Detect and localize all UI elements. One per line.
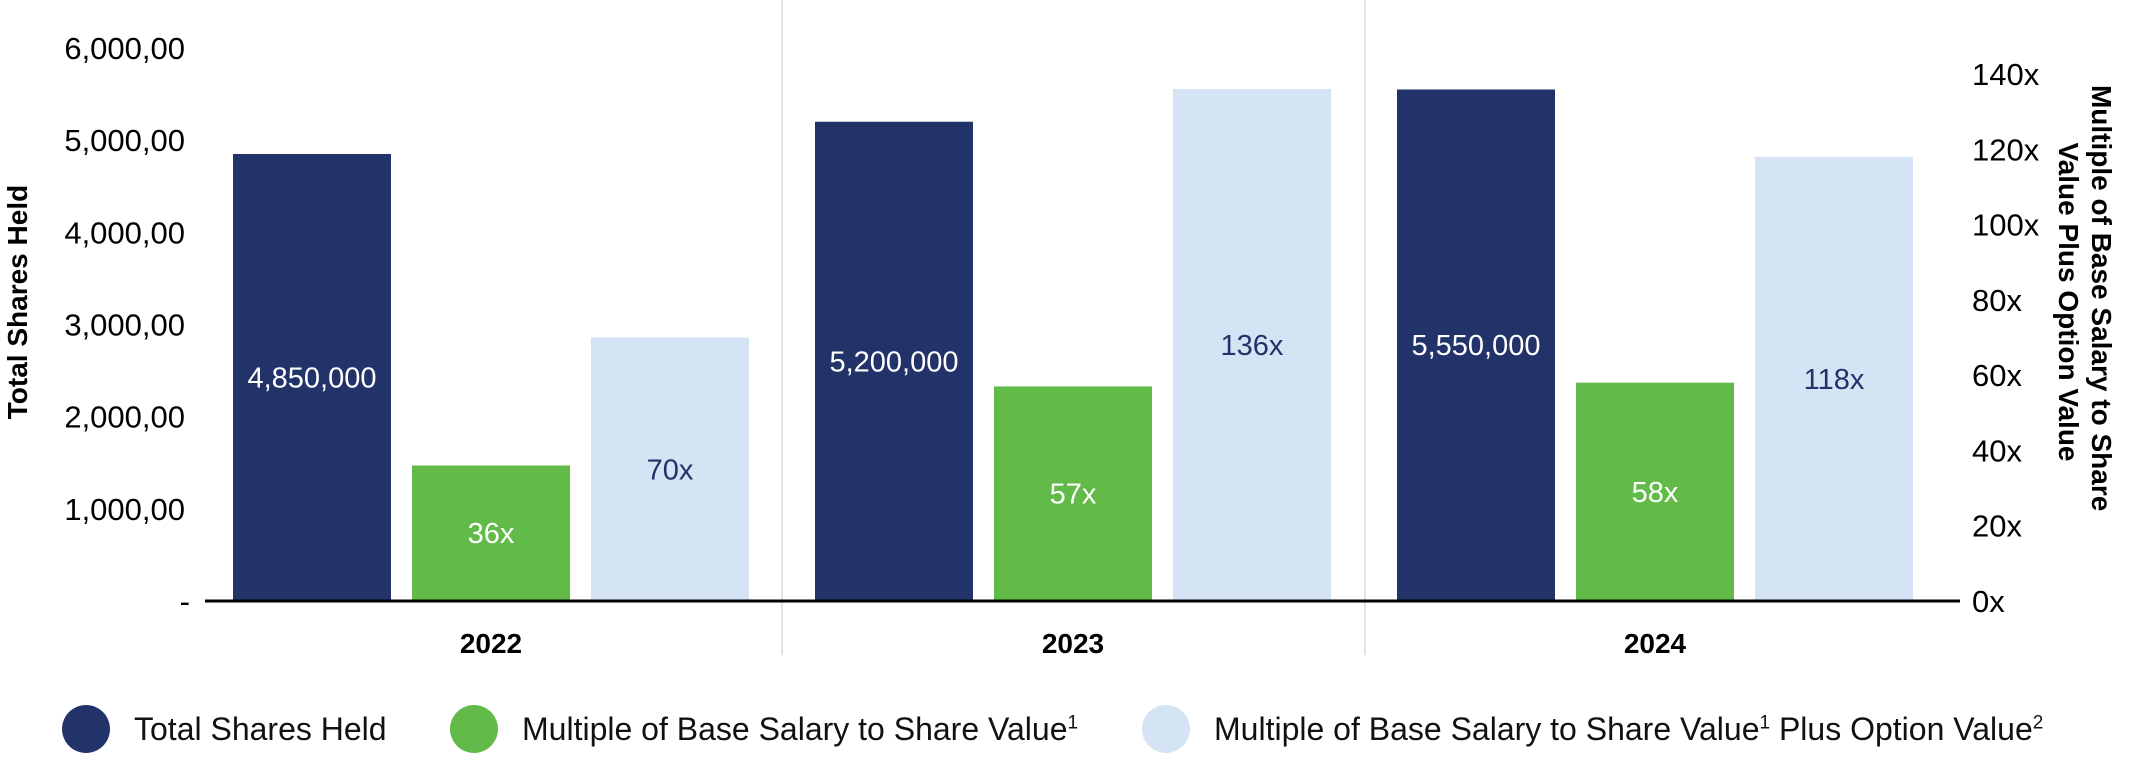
category-label-2022: 2022 bbox=[460, 628, 522, 659]
left-tick-label: - bbox=[180, 584, 190, 619]
x-axis-category-labels: 2022 2023 2024 bbox=[460, 628, 1687, 659]
group-dividers bbox=[781, 0, 1366, 655]
bar-labels: 4,850,000 36x 70x 5,200,000 57x 136x 5,550,000… bbox=[247, 330, 1864, 550]
data-label-2024-series-1: 5,550,000 bbox=[1411, 330, 1540, 362]
category-label-2023: 2023 bbox=[1042, 628, 1104, 659]
bar-2023-series-3 bbox=[1173, 89, 1331, 602]
legend-text-plus-option: Plus Option Value bbox=[1770, 710, 2033, 747]
legend-item-total-shares: Total Shares Held bbox=[62, 700, 387, 758]
bar-2023-series-1 bbox=[815, 121, 973, 601]
right-axis-title-line-1: Multiple of Base Salary to Share bbox=[2086, 85, 2117, 511]
bar-2024-series-1 bbox=[1397, 89, 1555, 601]
data-label-2024-series-2: 58x bbox=[1632, 477, 1679, 509]
legend-text-share-value-multiple: Multiple of Base Salary to Share Value bbox=[522, 710, 1068, 747]
left-tick-label: 1,000,00 bbox=[64, 492, 185, 527]
left-axis-title: Total Shares Held bbox=[2, 185, 33, 419]
left-tick-label: 6,000,00 bbox=[64, 31, 185, 66]
right-tick-label: 140x bbox=[1972, 57, 2040, 92]
right-tick-label: 100x bbox=[1972, 208, 2040, 243]
legend-swatch-total-shares bbox=[62, 705, 110, 753]
bar-2022-series-3 bbox=[591, 337, 749, 601]
right-axis-ticks: 0x 20x 40x 60x 80x 100x 120x 140x bbox=[1972, 57, 2040, 619]
left-tick-label: 5,000,00 bbox=[64, 123, 185, 158]
legend-footnote-1: 1 bbox=[1067, 711, 1079, 733]
left-tick-label: 3,000,00 bbox=[64, 308, 185, 343]
legend-swatch-share-plus-option-multiple bbox=[1142, 705, 1190, 753]
data-label-2023-series-2: 57x bbox=[1050, 479, 1097, 511]
right-tick-label: 80x bbox=[1972, 283, 2022, 318]
left-tick-label: 4,000,00 bbox=[64, 215, 185, 250]
left-tick-label: 2,000,00 bbox=[64, 400, 185, 435]
data-label-2023-series-1: 5,200,000 bbox=[829, 346, 958, 378]
data-label-2022-series-2: 36x bbox=[468, 518, 515, 550]
data-label-2022-series-1: 4,850,000 bbox=[247, 362, 376, 394]
legend-footnote-1b: 1 bbox=[1759, 711, 1771, 733]
legend: Total Shares Held Multiple of Base Salar… bbox=[0, 700, 2135, 758]
legend-swatch-share-value-multiple bbox=[450, 705, 498, 753]
bar-2023-series-2 bbox=[994, 386, 1152, 601]
right-axis-title-line-2: Value Plus Option Value bbox=[2053, 143, 2084, 462]
bars bbox=[233, 89, 1913, 602]
data-label-2022-series-3: 70x bbox=[647, 454, 694, 486]
legend-text-share-plus-option-multiple: Multiple of Base Salary to Share Value bbox=[1214, 710, 1760, 747]
right-tick-label: 60x bbox=[1972, 358, 2022, 393]
right-tick-label: 0x bbox=[1972, 584, 2005, 619]
right-axis-title: Multiple of Base Salary to Share Value P… bbox=[2053, 85, 2117, 519]
right-tick-label: 40x bbox=[1972, 433, 2022, 468]
bar-2024-series-3 bbox=[1755, 156, 1913, 602]
bar-2022-series-2 bbox=[412, 465, 570, 601]
chart: 4,850,000 36x 70x 5,200,000 57x 136x 5,550,000… bbox=[2, 0, 2117, 659]
right-tick-label: 20x bbox=[1972, 509, 2022, 544]
legend-item-share-value-multiple: Multiple of Base Salary to Share Value1 bbox=[450, 700, 1078, 758]
legend-text-total-shares: Total Shares Held bbox=[134, 710, 387, 747]
bar-2022-series-1 bbox=[233, 153, 391, 601]
bar-2024-series-2 bbox=[1576, 382, 1734, 601]
data-label-2024-series-3: 118x bbox=[1804, 364, 1865, 396]
left-axis-ticks: - 1,000,00 2,000,00 3,000,00 4,000,00 5,000,0… bbox=[64, 31, 190, 619]
legend-label-share-value-multiple: Multiple of Base Salary to Share Value1 bbox=[522, 711, 1078, 748]
legend-label-total-shares: Total Shares Held bbox=[134, 711, 387, 748]
category-label-2024: 2024 bbox=[1624, 628, 1687, 659]
legend-footnote-2: 2 bbox=[2032, 711, 2044, 733]
legend-label-share-plus-option-multiple: Multiple of Base Salary to Share Value1 … bbox=[1214, 711, 2043, 748]
right-tick-label: 120x bbox=[1972, 132, 2040, 167]
data-label-2023-series-3: 136x bbox=[1221, 330, 1284, 362]
legend-item-share-plus-option-multiple: Multiple of Base Salary to Share Value1 … bbox=[1142, 700, 2043, 758]
